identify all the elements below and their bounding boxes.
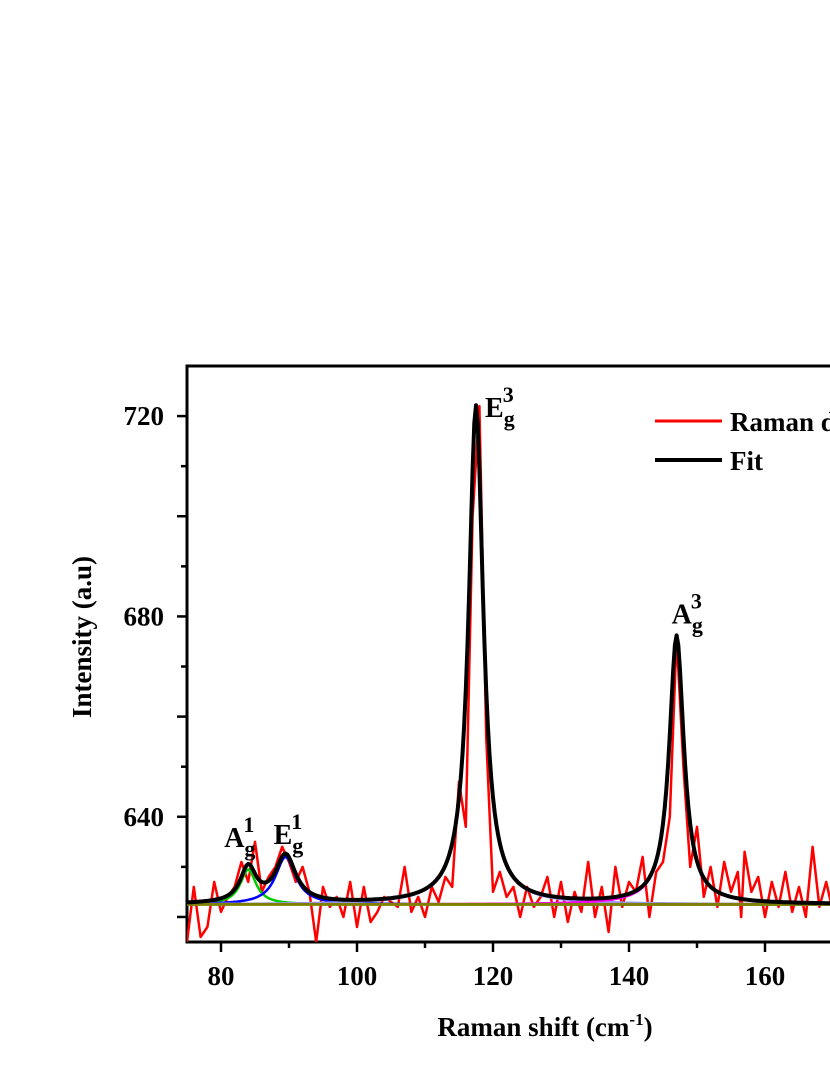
x-tick-label: 160	[745, 961, 786, 991]
y-tick-label: 640	[124, 802, 165, 832]
y-tick-label: 680	[124, 601, 165, 631]
x-tick-label: 120	[473, 961, 514, 991]
peak-label: Eg3	[485, 382, 515, 431]
y-axis-label: Intensity (a.u)	[67, 556, 97, 718]
y-axis-ticks: 640 680 720	[124, 401, 187, 919]
fit-line	[187, 403, 830, 906]
legend-label-fit: Fit	[730, 446, 763, 476]
x-tick-label: 100	[337, 961, 378, 991]
legend-label-raman: Raman d	[730, 407, 830, 437]
x-axis-ticks: 80 100 120 140 160	[208, 942, 786, 991]
series-lines	[187, 403, 830, 942]
peak-label: Ag1	[224, 812, 255, 861]
component-a3g-line	[187, 635, 830, 906]
x-tick-label: 80	[208, 961, 235, 991]
peak-label: Ag3	[672, 588, 703, 637]
x-tick-label: 140	[609, 961, 650, 991]
peak-label: Eg1	[274, 809, 304, 858]
plot-frame	[185, 364, 830, 944]
x-axis-label-text: Raman shift	[437, 1012, 579, 1042]
legend: Raman d Fit	[655, 407, 830, 476]
x-axis-unit: (cm-1)	[586, 1010, 653, 1042]
raman-data-line	[187, 404, 830, 942]
x-axis-label: Raman shift (cm-1)	[437, 1010, 652, 1042]
peak-labels: Ag1 Eg1 Eg3 Ag3	[224, 382, 703, 861]
y-tick-label: 720	[124, 401, 165, 431]
